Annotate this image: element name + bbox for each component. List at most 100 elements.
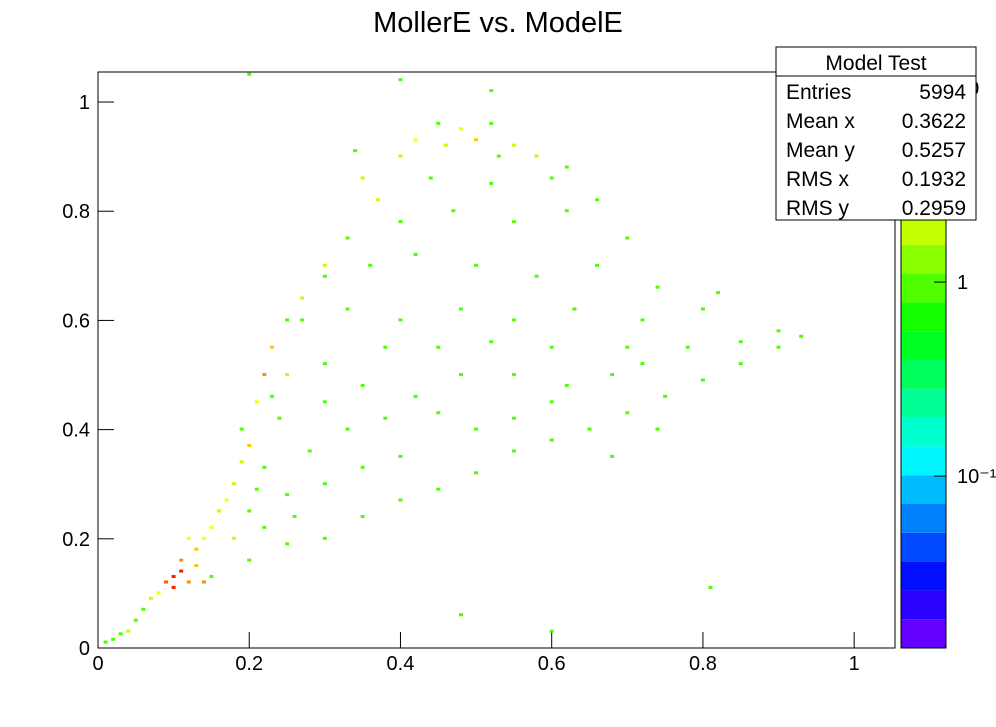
x-tick-label: 0.4 <box>387 653 415 675</box>
cell <box>171 585 176 589</box>
cell <box>360 176 365 180</box>
stats-value: 0.1932 <box>902 168 966 191</box>
cell <box>285 318 290 322</box>
cell <box>300 296 305 300</box>
y-tick-label: 0 <box>79 638 90 660</box>
cell <box>496 154 501 158</box>
cell <box>700 307 705 311</box>
cell <box>345 427 350 431</box>
cell <box>511 449 516 453</box>
cell <box>322 536 327 540</box>
colorbar-band <box>901 475 946 504</box>
cell <box>776 345 781 349</box>
cell <box>776 329 781 333</box>
cell <box>436 411 441 415</box>
cell <box>549 629 554 633</box>
cell <box>133 618 138 622</box>
cell <box>209 575 214 579</box>
colorbar-band <box>901 619 946 648</box>
colorbar-band <box>901 532 946 562</box>
cell <box>489 121 494 125</box>
cell <box>345 307 350 311</box>
colorbar-band <box>901 244 946 274</box>
cell <box>610 454 615 458</box>
cell <box>322 482 327 486</box>
stats-value: 0.5257 <box>902 139 966 162</box>
cell <box>118 632 123 636</box>
cell <box>511 220 516 224</box>
stats-label: Mean y <box>786 139 855 162</box>
colorbar-band <box>901 360 946 389</box>
colorbar-band <box>901 273 946 303</box>
cell <box>398 220 403 224</box>
cell <box>738 362 743 366</box>
cell <box>625 345 630 349</box>
stats-value: 0.3622 <box>902 110 966 133</box>
cell <box>572 307 577 311</box>
y-tick-label: 0.8 <box>62 201 90 223</box>
cell <box>708 585 713 589</box>
cell <box>474 471 479 475</box>
cell <box>595 198 600 202</box>
cell <box>262 373 267 377</box>
cell <box>685 345 690 349</box>
cell <box>799 334 804 338</box>
chart-title: MollerE vs. ModelE <box>373 7 623 39</box>
cell <box>171 575 176 579</box>
cell <box>625 411 630 415</box>
cell <box>738 340 743 344</box>
cell <box>194 547 199 551</box>
colorbar-band <box>901 388 946 418</box>
cell <box>489 340 494 344</box>
cell <box>307 449 312 453</box>
cell <box>360 383 365 387</box>
cell <box>179 569 184 573</box>
cell <box>511 143 516 147</box>
colorbar-band <box>901 417 946 447</box>
z-tick-label: 10⁻¹ <box>957 466 996 488</box>
x-tick-label: 0.2 <box>235 653 263 675</box>
cell <box>458 127 463 131</box>
cell <box>360 465 365 469</box>
stats-label: RMS x <box>786 168 850 191</box>
stats-value: 5994 <box>919 81 966 104</box>
cell <box>474 138 479 142</box>
cell <box>285 373 290 377</box>
cell <box>595 263 600 267</box>
colorbar-band <box>901 216 946 245</box>
cell <box>300 318 305 322</box>
cell <box>164 580 169 584</box>
colorbar-band <box>901 331 946 360</box>
stats-label: Mean x <box>786 110 855 133</box>
cell <box>224 498 229 502</box>
cell <box>413 394 418 398</box>
cell <box>663 394 668 398</box>
cell <box>103 640 108 644</box>
cell <box>489 89 494 93</box>
cell <box>383 345 388 349</box>
cell <box>428 176 433 180</box>
cell <box>360 514 365 518</box>
cell <box>209 525 214 529</box>
x-tick-label: 0.6 <box>538 653 566 675</box>
cell <box>436 345 441 349</box>
cell <box>398 78 403 82</box>
cell <box>398 498 403 502</box>
cell <box>353 149 358 153</box>
cell <box>534 154 539 158</box>
cell <box>232 536 237 540</box>
cell <box>322 362 327 366</box>
cell <box>322 400 327 404</box>
cell <box>186 536 191 540</box>
cell <box>640 362 645 366</box>
cell <box>534 274 539 278</box>
cell <box>511 373 516 377</box>
cell <box>216 509 221 513</box>
cell <box>655 427 660 431</box>
cell <box>564 165 569 169</box>
cell <box>443 143 448 147</box>
stats-label: RMS y <box>786 197 850 220</box>
cell <box>156 591 161 595</box>
cell <box>322 274 327 278</box>
